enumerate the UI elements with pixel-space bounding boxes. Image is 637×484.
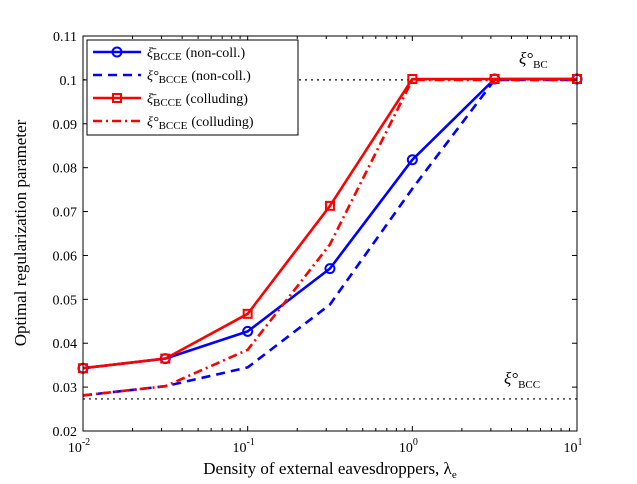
plot-frame xyxy=(82,35,578,432)
x-tick-label-base: 10 xyxy=(232,441,246,456)
annotation-xi-bc: ξ°BC xyxy=(519,49,548,71)
y-axis-label: Optimal regularization parameter xyxy=(11,119,30,346)
legend-entry-2-qualifier: (colluding) xyxy=(186,92,249,107)
y-tick-label-1: 0.03 xyxy=(53,381,78,396)
y-tick-label-6: 0.08 xyxy=(53,162,78,177)
x-tick-labels: 10-2 10-1 100 101 xyxy=(68,437,583,456)
legend-entry-1-qualifier: (non-coll.) xyxy=(191,69,251,84)
legend: ξ̄BCCE (non-coll.) ξ°BCCE (non-coll.) ξ̄BC… xyxy=(86,39,299,136)
legend-entry-1: ξ°BCCE (non-coll.) xyxy=(147,69,251,86)
x-axis-label: Density of external eavesdroppers, λe xyxy=(203,459,457,481)
x-tick-label-2: 100 xyxy=(399,437,418,456)
y-tick-label-3: 0.05 xyxy=(53,293,78,308)
annotation-xi-bcc: ξ°BCC xyxy=(504,369,540,391)
annotation-xi-bcc-symbol: ξ° xyxy=(504,369,518,388)
x-axis-label-text: Density of external eavesdroppers, λ xyxy=(203,459,452,478)
data-point-xi-bar-bcce-coll-3 xyxy=(324,200,335,211)
x-axis-label-sub: e xyxy=(452,469,457,481)
legend-box xyxy=(86,39,299,136)
x-tick-label-3: 101 xyxy=(564,437,583,456)
y-tick-label-8: 0.1 xyxy=(60,74,78,89)
legend-entry-3-symbol: ξ° xyxy=(147,115,159,130)
series-lines xyxy=(82,77,577,397)
legend-entry-2-sub: BCCE xyxy=(153,97,182,109)
y-tick-label-7: 0.09 xyxy=(53,118,78,133)
x-tick-label-exp: -1 xyxy=(246,437,254,448)
y-tick-label-2: 0.04 xyxy=(53,337,78,352)
legend-entry-3-qualifier: (colluding) xyxy=(191,115,254,130)
data-point-xi-bar-bcce-coll-2 xyxy=(242,308,253,319)
data-point-xi-bar-bcce-coll-5 xyxy=(489,74,500,85)
data-point-xi-bar-bcce-noncoll-2 xyxy=(242,325,254,337)
legend-entry-0-symbol: ξ̄ xyxy=(147,46,157,61)
legend-entry-2-symbol: ξ̄ xyxy=(147,92,157,107)
legend-entry-1-symbol: ξ° xyxy=(147,69,159,84)
annotation-xi-bc-sub: BC xyxy=(533,59,548,71)
legend-entry-0-sub: BCCE xyxy=(153,51,182,63)
legend-sample-marker-0 xyxy=(111,46,123,58)
x-tick-label-exp: 0 xyxy=(413,437,418,448)
data-point-xi-bar-bcce-coll-1 xyxy=(160,353,171,364)
y-tick-label-0: 0.02 xyxy=(53,425,78,440)
series-line-xi-circ-bcce-coll xyxy=(82,78,577,397)
x-tick-label-exp: 1 xyxy=(578,437,583,448)
x-tick-label-exp: -2 xyxy=(82,437,90,448)
legend-samples xyxy=(93,46,141,123)
x-tick-label-1: 10-1 xyxy=(232,437,254,456)
annotation-xi-bc-symbol: ξ° xyxy=(519,49,533,68)
y-tick-labels: 0.02 0.03 0.04 0.05 0.06 0.07 0.08 0.09 0.1 0.11 xyxy=(53,30,78,440)
annotation-xi-bcc-sub: BCC xyxy=(518,379,540,391)
y-tick-label-9: 0.11 xyxy=(53,30,77,45)
data-point-xi-bar-bcce-noncoll-3 xyxy=(324,263,336,275)
data-point-xi-bar-bcce-coll-4 xyxy=(407,74,418,85)
y-tick-label-5: 0.07 xyxy=(53,206,78,221)
x-tick-label-base: 10 xyxy=(68,441,82,456)
reference-lines xyxy=(83,79,577,400)
legend-entry-0-qualifier: (non-coll.) xyxy=(186,46,246,61)
x-tick-label-base: 10 xyxy=(564,441,578,456)
data-point-xi-bar-bcce-noncoll-4 xyxy=(406,154,418,166)
legend-entry-1-sub: BCCE xyxy=(159,74,188,86)
y-tick-label-4: 0.06 xyxy=(53,249,78,264)
legend-sample-marker-2 xyxy=(112,93,122,103)
x-tick-label-base: 10 xyxy=(399,441,413,456)
legend-entry-2: ξ̄BCCE (colluding) xyxy=(147,92,248,109)
legend-entry-0: ξ̄BCCE (non-coll.) xyxy=(147,46,246,63)
legend-entry-3: ξ°BCCE (colluding) xyxy=(147,115,254,132)
x-tick-label-0: 10-2 xyxy=(68,437,90,456)
legend-entry-3-sub: BCCE xyxy=(159,120,188,132)
